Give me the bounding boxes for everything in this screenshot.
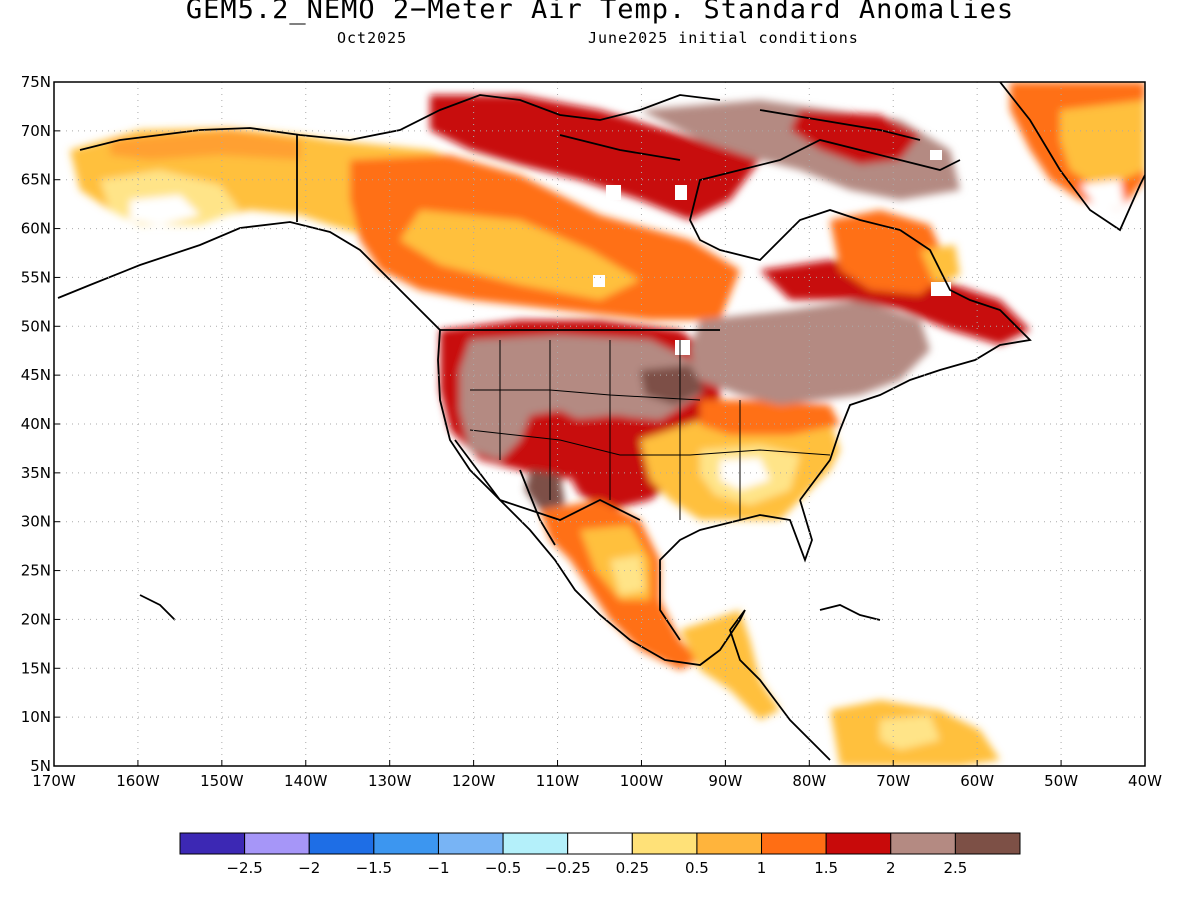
colorbar-label: −1.5 (356, 859, 392, 877)
colorbar-label: −1 (427, 859, 449, 877)
lon-tick-label: 40W (1128, 772, 1162, 790)
colorbar-swatch (696, 832, 763, 855)
colorbar-swatch (890, 832, 956, 855)
lat-tick-label: 10N (21, 708, 51, 726)
lon-tick-label: 160W (116, 772, 160, 790)
lon-tick-label: 170W (32, 772, 76, 790)
initial-conditions: June2025 initial conditions (588, 29, 859, 47)
latitude-labels: 75N 70N 65N 60N 55N 50N 45N 40N 35N 30N 25N 20N 15N 1… (21, 73, 60, 775)
colorbar-label: 0.25 (616, 859, 649, 877)
lat-tick-label: 5N (30, 757, 51, 775)
lat-tick-label: 30N (21, 513, 51, 531)
map-title: GEM5.2_NEMO 2−Meter Air Temp. Standard A… (185, 0, 1015, 25)
lon-tick-label: 60W (960, 772, 994, 790)
colorbar-swatch (437, 832, 504, 855)
lat-tick-label: 40N (21, 415, 51, 433)
lat-tick-label: 70N (21, 122, 51, 140)
lat-tick-label: 35N (21, 464, 51, 482)
lon-tick-label: 90W (708, 772, 742, 790)
lon-tick-label: 140W (284, 772, 328, 790)
lon-tick-label: 110W (536, 772, 580, 790)
lat-tick-label: 20N (21, 610, 51, 628)
colorbar-label: −2.5 (226, 859, 262, 877)
colorbar-swatch (502, 832, 569, 855)
lat-tick-label: 45N (21, 366, 51, 384)
colorbar-swatch (179, 832, 246, 855)
colorbar-label: −0.25 (545, 859, 591, 877)
lat-tick-label: 75N (21, 73, 51, 91)
colorbar-swatch (631, 832, 698, 855)
lon-tick-label: 130W (368, 772, 412, 790)
lon-tick-label: 150W (200, 772, 244, 790)
colorbar-swatch (244, 832, 310, 855)
colorbar-swatch (567, 832, 633, 855)
colorbar-label: 2 (886, 859, 896, 877)
anomaly-field (70, 82, 1145, 766)
longitude-labels: 170W 160W 150W 140W 130W 120W 110W 100W 90W 80W 70… (32, 760, 1162, 790)
colorbar-swatch (373, 832, 439, 855)
colorbar-label: 1.5 (814, 859, 838, 877)
colorbar-swatch (761, 832, 827, 855)
lon-tick-label: 80W (792, 772, 826, 790)
lon-tick-label: 100W (620, 772, 664, 790)
forecast-month: Oct2025 (337, 29, 408, 47)
colorbar-label: 2.5 (943, 859, 967, 877)
colorbar-label: 0.5 (685, 859, 709, 877)
colorbar-label: −0.5 (485, 859, 521, 877)
coastlines (57, 82, 1145, 761)
colorbar-label: −2 (298, 859, 320, 877)
colorbar-swatch (825, 832, 892, 855)
lat-tick-label: 55N (21, 268, 51, 286)
lon-tick-label: 120W (452, 772, 496, 790)
lat-tick-label: 15N (21, 659, 51, 677)
state-borders (469, 340, 831, 520)
lat-tick-label: 50N (21, 317, 51, 335)
colorbar-label: 1 (757, 859, 767, 877)
colorbar (179, 832, 1021, 855)
lat-tick-label: 65N (21, 171, 51, 189)
lat-tick-label: 60N (21, 220, 51, 238)
lat-tick-label: 25N (21, 562, 51, 580)
lon-tick-label: 70W (876, 772, 910, 790)
colorbar-swatch (954, 832, 1021, 855)
colorbar-labels: −2.5 −2 −1.5 −1 −0.5 −0.25 0.25 0.5 1 1.5 2 2.5 (226, 859, 967, 877)
lon-tick-label: 50W (1044, 772, 1078, 790)
colorbar-swatch (308, 832, 375, 855)
